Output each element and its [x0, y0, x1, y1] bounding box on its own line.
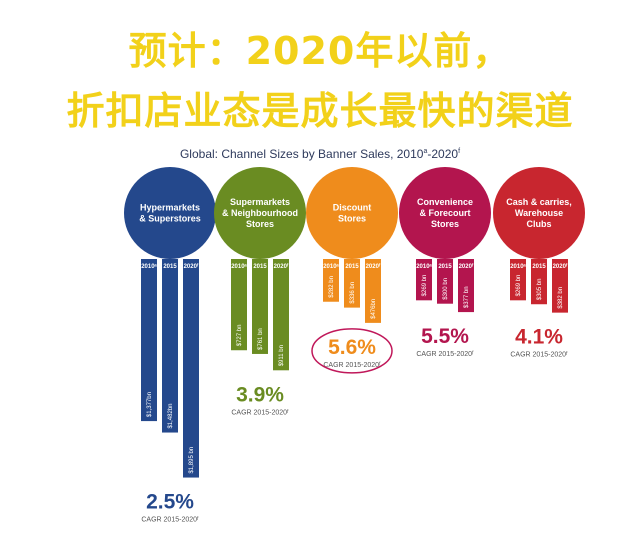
channel-1-circle-label: & Superstores [139, 214, 201, 224]
channel-2-circle-label: Stores [246, 219, 274, 229]
channel-5-year-label: 2020ᶠ [553, 263, 568, 270]
channel-2-bar [273, 271, 289, 371]
channel-2-year-cell [252, 259, 268, 271]
channel-2-year-label: 2010ᵃ [231, 264, 247, 270]
channel-3-year-cell [323, 259, 339, 271]
channel-1-circle-label: Hypermarkets [140, 203, 200, 213]
channel-5-circle [493, 167, 585, 259]
channel-5-value-label: $305 bn [537, 279, 543, 301]
channel-1-value-label: $1,895 bn [189, 447, 195, 474]
channel-4-year-cell [458, 259, 474, 271]
channel-4-bar [416, 271, 432, 301]
chart-title: Global: Channel Sizes by Banner Sales, 2… [179, 147, 461, 161]
channel-4-year-label: 2015 [438, 264, 452, 270]
headline-line-1: 预计：2020年以前， [128, 29, 512, 73]
channel-4-year-label: 2010ᵃ [416, 264, 432, 270]
channel-1-bar [162, 271, 178, 433]
channel-1-value-label: $1,482bn [168, 404, 174, 429]
channel-1-circle [124, 167, 216, 259]
channel-4-year-label: 2020ᶠ [459, 263, 474, 270]
channel-4-circle-label: & Forecourt [419, 208, 470, 218]
channel-4-bar [437, 271, 453, 304]
channel-4-year-cell [416, 259, 432, 271]
channel-3-value-label: $476bn [371, 299, 377, 319]
channel-1-bar [141, 271, 157, 422]
channel-5-cagr-value: 4.1% [515, 326, 563, 349]
headline-line-2: 折扣店业态是成长最快的渠道 [66, 89, 574, 133]
channel-5-year-cell [552, 259, 568, 271]
channel-2-value-label: $761 bn [258, 328, 264, 350]
channel-3-bar [323, 271, 339, 302]
channel-2-circle [214, 167, 306, 259]
channel-4-circle-label: Stores [431, 219, 459, 229]
channel-5-bar [552, 271, 568, 313]
channel-1-year-cell [162, 259, 178, 271]
channel-1-cagr-label: CAGR 2015-2020ᶠ [141, 517, 199, 524]
channel-4-circle [399, 167, 491, 259]
channel-4-circle-label: Convenience [417, 197, 473, 207]
channel-2-value-label: $727 bn [237, 325, 243, 347]
channel-2-value-label: $911 bn [279, 345, 285, 366]
channel-5-year-label: 2010ᵃ [510, 264, 526, 270]
channel-3-year-label: 2020ᶠ [366, 263, 381, 270]
channel-1-bar [183, 271, 199, 478]
channel-3-year-label: 2015 [345, 264, 359, 270]
channel-4-year-cell [437, 259, 453, 271]
channel-1-year-label: 2015 [163, 264, 177, 270]
channel-4-value-label: $377 bn [464, 286, 470, 308]
channel-4-value-label: $300 bn [443, 278, 449, 300]
channel-5-year-cell [510, 259, 526, 271]
channel-2-circle-label: & Neighbourhood [222, 208, 298, 218]
channel-2-year-label: 2015 [253, 264, 267, 270]
channel-2-year-label: 2020ᶠ [274, 263, 289, 270]
channel-5-cagr-label: CAGR 2015-2020ᶠ [510, 352, 568, 359]
channel-1-year-label: 2020ᶠ [184, 263, 199, 270]
channel-4-value-label: $269 bn [422, 275, 428, 297]
channel-5-circle-label: Warehouse [515, 208, 563, 218]
channel-3-bar [344, 271, 360, 308]
channel-2-cagr-value: 3.9% [236, 383, 284, 406]
channel-2-bar [231, 271, 247, 351]
channel-2-cagr-label: CAGR 2015-2020ᶠ [231, 409, 289, 416]
channel-5-value-label: $382 bn [558, 287, 564, 309]
channel-5-bar [531, 271, 547, 305]
channel-1-value-label: $1,377bn [147, 392, 153, 417]
channel-1-cagr-value: 2.5% [146, 491, 194, 514]
channel-5-circle-label: Clubs [526, 219, 551, 229]
channel-5-value-label: $269 bn [516, 275, 522, 297]
channel-3-value-label: $336 bn [350, 282, 356, 304]
channel-2-bar [252, 271, 268, 354]
channel-2-circle-label: Supermarkets [230, 197, 290, 207]
channel-3-circle [306, 167, 398, 259]
channel-4-cagr-value: 5.5% [421, 325, 469, 348]
channel-3-year-label: 2010ᵃ [323, 264, 339, 270]
channel-5-circle-label: Cash & carries, [506, 197, 572, 207]
channel-3-value-label: $282 bn [329, 276, 335, 298]
channel-1-year-cell [183, 259, 199, 271]
channel-5-year-cell [531, 259, 547, 271]
channel-5-year-label: 2015 [532, 264, 546, 270]
channel-3-circle-label: Stores [338, 214, 366, 224]
channel-4-bar [458, 271, 474, 313]
channel-2-year-cell [231, 259, 247, 271]
channel-3-year-cell [365, 259, 381, 271]
channel-3-year-cell [344, 259, 360, 271]
channel-1-year-cell [141, 259, 157, 271]
channel-3-circle-label: Discount [333, 203, 372, 213]
channel-4-cagr-label: CAGR 2015-2020ᶠ [416, 351, 474, 358]
channel-3-cagr-label: CAGR 2015-2020ᶠ [323, 362, 381, 369]
channel-2-year-cell [273, 259, 289, 271]
channel-3-cagr-value: 5.6% [328, 336, 376, 359]
channel-5-bar [510, 271, 526, 301]
channel-3-bar [365, 271, 381, 323]
channel-1-year-label: 2010ᵃ [141, 264, 157, 270]
channel-3-highlight-ring [311, 328, 393, 374]
